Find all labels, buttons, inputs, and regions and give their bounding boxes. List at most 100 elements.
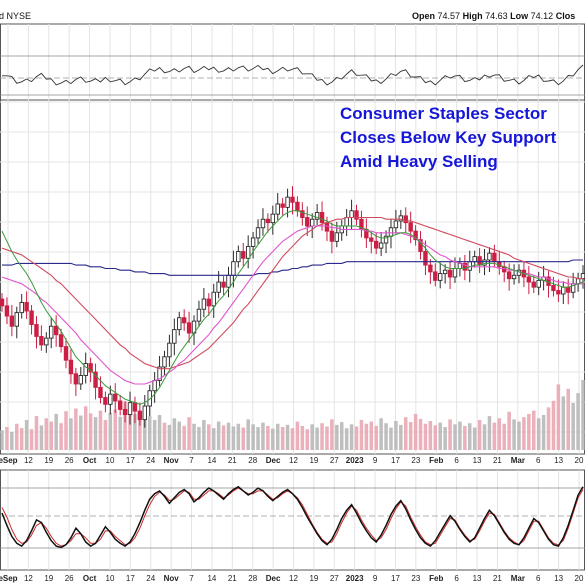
candle-body — [314, 212, 320, 220]
candle-body — [117, 400, 123, 410]
volume-bar — [54, 413, 58, 450]
x-axis-label-bottom: 17 — [126, 574, 135, 583]
x-axis-label: 17 — [126, 456, 135, 465]
candle-body — [29, 310, 34, 325]
candle-body — [447, 269, 453, 278]
volume-bar — [438, 422, 442, 450]
volume-bar — [10, 431, 14, 450]
candle-body — [285, 196, 290, 208]
candle-body — [580, 273, 585, 280]
x-axis-label-bottom: Feb — [429, 574, 443, 583]
annotation-line-1: Consumer Staples Sector — [340, 104, 547, 123]
volume-bar — [197, 427, 201, 450]
volume-bar — [143, 411, 147, 450]
volume-bar — [182, 425, 186, 450]
x-axis-label: 19 — [309, 456, 318, 465]
x-axis-label-bottom: 9 — [373, 574, 378, 583]
candle-body — [241, 251, 246, 259]
volume-bar — [275, 423, 280, 450]
x-axis-label-bottom: 7 — [189, 574, 194, 583]
volume-bar — [202, 419, 206, 450]
candle-body — [477, 256, 482, 266]
candle-body — [142, 405, 147, 421]
moving-average-short — [1, 210, 584, 405]
volume-bar — [113, 409, 118, 450]
volume-bar — [330, 419, 334, 450]
x-axis-label-bottom: 21 — [493, 574, 502, 583]
candle-body — [329, 230, 335, 242]
candle-body — [113, 393, 118, 402]
candle-body — [216, 281, 221, 293]
volume-bar — [335, 424, 339, 450]
candle-body — [344, 217, 349, 227]
open-label: Open — [412, 11, 436, 21]
volume-bar — [413, 413, 418, 450]
x-axis-label-bottom: 6 — [454, 574, 459, 583]
volume-bar — [133, 413, 137, 450]
volume-bar — [290, 428, 295, 450]
volume-bar — [207, 424, 211, 450]
candle-body — [403, 215, 408, 224]
candle-body — [265, 218, 271, 224]
candle-body — [19, 302, 24, 314]
x-axis-label-bottom: 14 — [207, 574, 216, 583]
candle-body — [39, 335, 44, 346]
volume-bar — [325, 426, 329, 450]
volume-bar — [226, 422, 231, 450]
candle-body — [211, 291, 216, 307]
candle-body — [236, 251, 241, 263]
volume-bar — [44, 418, 49, 450]
candle-body — [492, 252, 497, 263]
x-axis-label: Nov — [164, 456, 180, 465]
ohlc-header: Open 74.57 High 74.63 Low 74.12 Clos — [412, 11, 575, 21]
volume-bar — [49, 421, 53, 450]
x-axis-label: 21 — [228, 456, 237, 465]
x-axis-label: 6 — [454, 456, 459, 465]
candle-body — [201, 298, 207, 310]
volume-bar — [103, 419, 108, 450]
volume-bar — [315, 427, 319, 450]
volume-bar — [497, 418, 502, 450]
volume-bar — [463, 425, 467, 450]
candle-body — [68, 359, 74, 375]
x-axis-label: Feb — [429, 456, 443, 465]
volume-bar — [59, 423, 63, 450]
volume-bar — [256, 427, 260, 450]
x-axis-label-bottom: 12 — [289, 574, 298, 583]
candle-body — [162, 356, 167, 368]
volume-bar — [541, 415, 546, 450]
candle-body — [373, 240, 379, 249]
volume-bar — [118, 416, 122, 450]
volume-bar — [280, 427, 285, 450]
volume-bar — [389, 427, 393, 450]
volume-bar — [29, 429, 34, 450]
moving-average-mid — [1, 225, 583, 385]
x-axis-label: 17 — [391, 456, 400, 465]
candle-body — [4, 305, 10, 317]
volume-bar — [344, 428, 349, 450]
volume-bar — [467, 423, 472, 450]
volume-bar — [305, 429, 310, 450]
candle-body — [280, 203, 285, 208]
x-axis-label: Oct — [83, 456, 97, 465]
volume-bar — [34, 416, 39, 450]
volume-bar — [379, 418, 383, 450]
x-axis-label: 13 — [473, 456, 482, 465]
candle-body — [181, 317, 187, 324]
candle-body — [245, 245, 251, 259]
volume-bar — [423, 423, 428, 450]
volume-bar — [138, 418, 142, 450]
candle-body — [408, 222, 413, 232]
oscillator-line — [2, 64, 584, 86]
candle-body — [226, 274, 231, 288]
volume-bar — [236, 423, 241, 450]
candle-body — [275, 203, 280, 215]
volume-bar — [246, 419, 250, 450]
candle-body — [250, 237, 256, 247]
x-axis-label-bottom: Nov — [164, 574, 180, 583]
candle-body — [49, 325, 54, 339]
x-axis-label-bottom: 19 — [44, 574, 53, 583]
volume-bar — [300, 425, 305, 450]
x-axis-label-bottom: Oct — [83, 574, 97, 583]
volume-bar — [517, 421, 521, 450]
